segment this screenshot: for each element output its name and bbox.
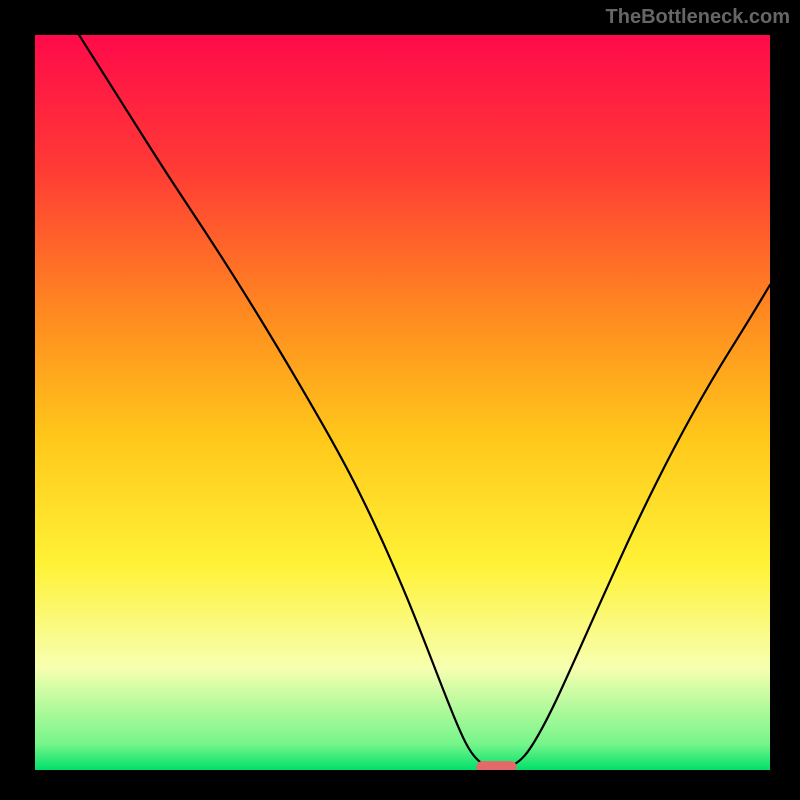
stage: TheBottleneck.com (0, 0, 800, 800)
watermark-text: TheBottleneck.com (606, 6, 790, 29)
gradient-background (35, 35, 770, 770)
bottleneck-chart (35, 35, 770, 770)
optimum-marker (476, 761, 516, 770)
